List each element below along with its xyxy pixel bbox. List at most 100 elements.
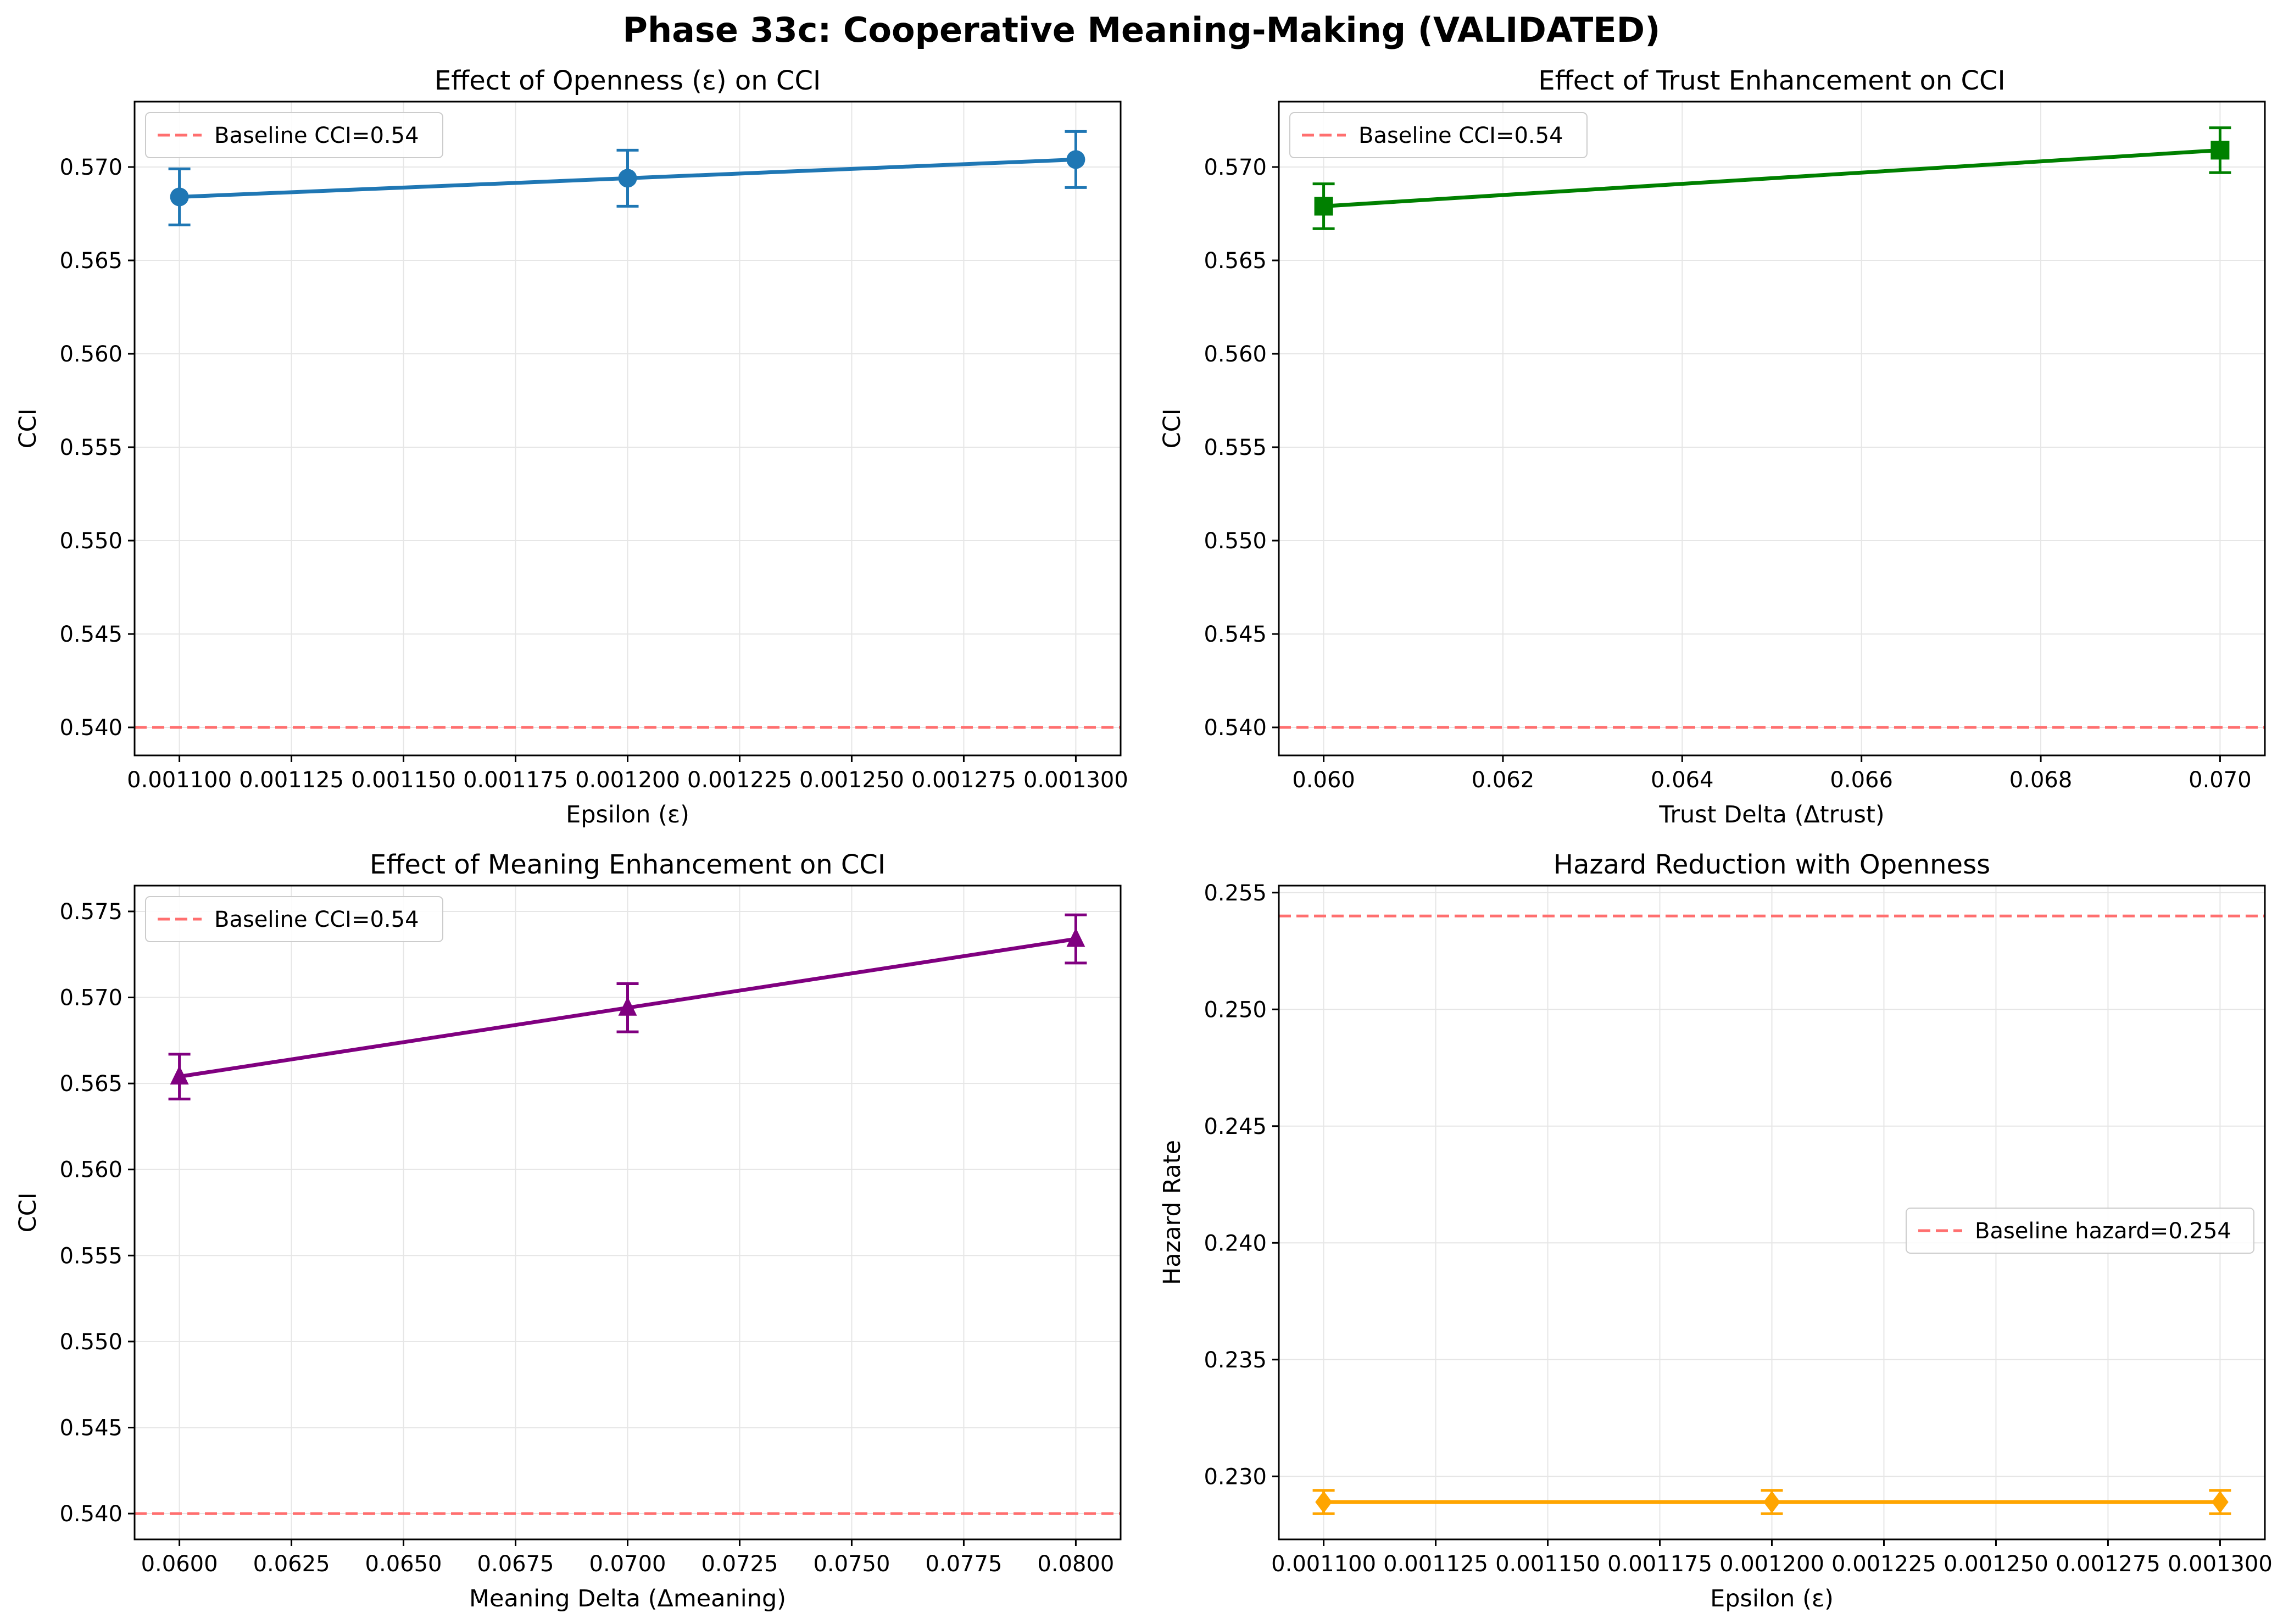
x-axis-label: Meaning Delta (Δmeaning) [469, 1585, 786, 1612]
legend-label: Baseline hazard=0.254 [1975, 1219, 2231, 1244]
x-tick-label: 0.066 [1830, 767, 1893, 793]
data-point [1066, 927, 1085, 947]
chart-panel-trust: 0.060 0.062 0.064 0.066 0.068 0.070 0.540 0.545… [1159, 65, 2266, 828]
x-tick-label: 0.0700 [589, 1551, 666, 1577]
y-tick-label: 0.545 [59, 622, 122, 647]
legend-label: Baseline CCI=0.54 [214, 123, 419, 148]
x-tick-label: 0.001250 [799, 767, 904, 793]
x-tick-label: 0.0600 [141, 1551, 218, 1577]
x-tick-label: 0.001150 [351, 767, 456, 793]
y-tick-label: 0.540 [1204, 715, 1267, 741]
x-tick-label: 0.064 [1651, 767, 1714, 793]
y-tick-label: 0.560 [59, 342, 122, 367]
data-point [1066, 150, 1085, 169]
x-tick-label: 0.001100 [1271, 1551, 1376, 1577]
x-tick-label: 0.060 [1292, 767, 1355, 793]
x-tick-label: 0.0625 [253, 1551, 330, 1577]
panel-title: Hazard Reduction with Openness [1553, 849, 1990, 880]
chart-panel-openness: 0.001100 0.001125 0.001150 0.001175 0.001200… [14, 65, 1128, 828]
data-point [618, 169, 637, 188]
y-tick-label: 0.250 [1204, 997, 1267, 1022]
data-point [170, 1065, 189, 1085]
x-tick-label: 0.0800 [1037, 1551, 1114, 1577]
y-axis-label: CCI [1159, 409, 1186, 449]
y-tick-label: 0.545 [59, 1415, 122, 1441]
data-point [618, 996, 637, 1016]
panel-title: Effect of Meaning Enhancement on CCI [370, 849, 886, 880]
plot-frame [1278, 101, 2266, 757]
x-tick-label: 0.001275 [2056, 1551, 2161, 1577]
y-axis-label: Hazard Rate [1159, 1140, 1186, 1285]
data-point [1314, 197, 1333, 216]
y-tick-label: 0.575 [59, 899, 122, 925]
data-point [1315, 1490, 1332, 1514]
legend: Baseline CCI=0.54 [145, 896, 443, 942]
x-axis-label: Epsilon (ε) [566, 801, 689, 828]
x-tick-label: 0.0750 [813, 1551, 890, 1577]
x-tick-label: 0.001175 [463, 767, 568, 793]
x-tick-label: 0.001250 [1944, 1551, 2048, 1577]
panel-title: Effect of Trust Enhancement on CCI [1538, 65, 2005, 96]
y-axis-label: CCI [14, 1193, 42, 1233]
chart-panel-meaning: 0.0600 0.0625 0.0650 0.0675 0.0700 0.0725 0.07… [14, 849, 1122, 1612]
figure-suptitle: Phase 33c: Cooperative Meaning-Making (V… [622, 10, 1661, 50]
y-tick-label: 0.540 [59, 715, 122, 741]
x-tick-label: 0.070 [2189, 767, 2252, 793]
legend-box [145, 112, 443, 158]
x-tick-label: 0.0675 [477, 1551, 554, 1577]
legend-label: Baseline CCI=0.54 [214, 907, 419, 932]
y-tick-label: 0.255 [1204, 881, 1267, 906]
legend-box [145, 896, 443, 942]
y-tick-label: 0.565 [59, 248, 122, 274]
x-tick-label: 0.001200 [1719, 1551, 1824, 1577]
legend: Baseline hazard=0.254 [1906, 1208, 2254, 1254]
y-tick-label: 0.245 [1204, 1114, 1267, 1139]
x-tick-label: 0.001275 [911, 767, 1016, 793]
y-tick-label: 0.240 [1204, 1231, 1267, 1256]
y-axis-label: CCI [14, 409, 42, 449]
x-tick-label: 0.001150 [1495, 1551, 1600, 1577]
x-tick-label: 0.001125 [239, 767, 344, 793]
y-tick-label: 0.540 [59, 1501, 122, 1527]
data-point [2210, 141, 2230, 160]
y-tick-label: 0.235 [1204, 1348, 1267, 1373]
y-tick-label: 0.570 [1204, 155, 1267, 180]
legend: Baseline CCI=0.54 [1289, 112, 1588, 158]
legend: Baseline CCI=0.54 [145, 112, 443, 158]
legend-box [1289, 112, 1588, 158]
x-tick-label: 0.001100 [127, 767, 232, 793]
y-tick-label: 0.230 [1204, 1464, 1267, 1489]
data-point [2212, 1490, 2229, 1514]
data-point [170, 187, 189, 207]
y-tick-label: 0.560 [1204, 342, 1267, 367]
x-tick-label: 0.0725 [701, 1551, 778, 1577]
y-tick-label: 0.550 [59, 529, 122, 554]
x-tick-label: 0.001300 [2168, 1551, 2273, 1577]
legend-box [1906, 1208, 2254, 1254]
data-point [1763, 1490, 1780, 1514]
y-tick-label: 0.570 [59, 986, 122, 1011]
x-tick-label: 0.068 [2009, 767, 2073, 793]
panel-title: Effect of Openness (ε) on CCI [435, 65, 821, 96]
y-tick-label: 0.570 [59, 155, 122, 180]
x-tick-label: 0.001175 [1607, 1551, 1712, 1577]
y-tick-label: 0.555 [59, 1243, 122, 1269]
legend-label: Baseline CCI=0.54 [1358, 123, 1563, 148]
y-tick-label: 0.550 [59, 1330, 122, 1355]
x-tick-label: 0.0775 [925, 1551, 1002, 1577]
y-tick-label: 0.555 [59, 435, 122, 460]
y-tick-label: 0.565 [59, 1071, 122, 1097]
series-line [1323, 148, 2220, 208]
x-tick-label: 0.001225 [1831, 1551, 1936, 1577]
y-tick-label: 0.565 [1204, 248, 1267, 274]
y-tick-label: 0.555 [1204, 435, 1267, 460]
x-tick-label: 0.001225 [687, 767, 792, 793]
x-axis-label: Epsilon (ε) [1710, 1585, 1834, 1612]
x-tick-label: 0.062 [1472, 767, 1535, 793]
x-tick-label: 0.001300 [1023, 767, 1128, 793]
x-tick-label: 0.0650 [365, 1551, 442, 1577]
y-tick-label: 0.560 [59, 1158, 122, 1183]
x-tick-label: 0.001200 [575, 767, 680, 793]
x-tick-label: 0.001125 [1383, 1551, 1488, 1577]
